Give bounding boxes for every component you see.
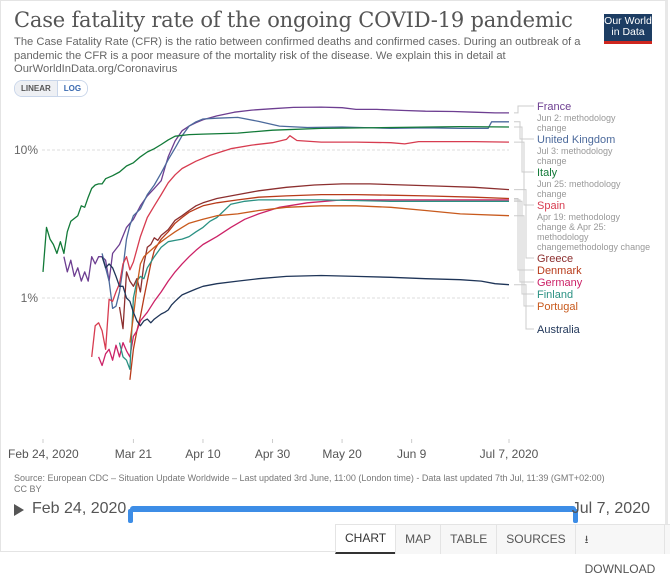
legend-label-denmark: Denmark xyxy=(537,265,582,277)
source-note: Source: European CDC – Situation Update … xyxy=(14,473,605,495)
logo-line1: Our World xyxy=(604,15,652,27)
legend-note: change & Apr 25: xyxy=(537,222,606,232)
legend-label-france: France xyxy=(537,101,571,113)
legend-label-portugal: Portugal xyxy=(537,301,578,313)
legend-connector xyxy=(514,199,534,283)
legend-note: change xyxy=(537,123,567,133)
legend-label-australia: Australia xyxy=(537,324,581,336)
y-axis: 1% 10% xyxy=(14,143,38,305)
tab-table[interactable]: TABLE xyxy=(440,525,497,554)
legend-note: change xyxy=(537,156,567,166)
legend-note: methodology xyxy=(537,232,589,242)
series-line-france xyxy=(63,106,509,282)
legend-label-germany: Germany xyxy=(537,277,583,289)
legend-connector xyxy=(514,121,534,140)
legend-connector xyxy=(514,198,534,271)
line-chart: 1% 10% Feb 24, 2020 Mar 21 Apr 10 Apr 30 May … xyxy=(8,101,650,461)
scale-toggle[interactable]: LINEAR LOG xyxy=(14,80,89,97)
legend-label-finland: Finland xyxy=(537,289,573,301)
legend-connector xyxy=(514,189,534,259)
legend-note: Jul 3: methodology xyxy=(537,146,613,156)
legend-connector xyxy=(514,126,534,173)
linear-scale-button[interactable]: LINEAR xyxy=(15,81,58,96)
x-tick-label: Jul 7, 2020 xyxy=(480,447,539,461)
legend-label-spain: Spain xyxy=(537,200,565,212)
x-axis: Feb 24, 2020 Mar 21 Apr 10 Apr 30 May 20 Jun … xyxy=(8,439,539,461)
legend-label-united-kingdom: United Kingdom xyxy=(537,134,615,146)
tab-map[interactable]: MAP xyxy=(395,525,441,554)
legend-connector xyxy=(514,200,534,295)
log-scale-button[interactable]: LOG xyxy=(57,81,88,96)
legend-note: change xyxy=(537,189,567,199)
legend-connector xyxy=(514,284,534,330)
bottom-tabs: CHART MAP TABLE SOURCES ⭳ DOWNLOAD < xyxy=(335,524,670,576)
play-icon[interactable] xyxy=(14,504,24,516)
series-lines xyxy=(42,106,510,380)
x-tick-label: Feb 24, 2020 xyxy=(8,447,79,461)
timeline-end-handle[interactable] xyxy=(573,509,578,523)
grid-lines xyxy=(42,149,509,299)
timeline-start-label: Feb 24, 2020 xyxy=(32,500,127,517)
download-icon: ⭳ xyxy=(584,534,589,546)
timeline: Feb 24, 2020 Jul 7, 2020 xyxy=(14,499,654,523)
legend-label-greece: Greece xyxy=(537,253,573,265)
x-tick-label: Mar 21 xyxy=(115,447,153,461)
tab-download[interactable]: ⭳ DOWNLOAD xyxy=(574,525,665,576)
source-text[interactable]: Source: European CDC – Situation Update … xyxy=(14,473,605,483)
legend-connector xyxy=(514,141,534,206)
license-text[interactable]: CC BY xyxy=(14,484,42,494)
series-line-finland xyxy=(118,199,509,370)
series-line-spain xyxy=(91,135,510,357)
series-line-greece xyxy=(118,183,510,330)
legend-note: changemethodology change xyxy=(537,242,650,252)
y-tick-label: 1% xyxy=(21,291,39,305)
timeline-slider-track[interactable] xyxy=(128,506,578,523)
series-line-germany xyxy=(97,199,509,367)
legend-note: Apr 19: methodology xyxy=(537,212,621,222)
chart-title: Case fatality rate of the ongoing COVID-… xyxy=(14,8,573,32)
tab-download-label: DOWNLOAD xyxy=(584,562,656,576)
timeline-start-handle[interactable] xyxy=(128,509,133,523)
series-line-portugal xyxy=(129,205,510,343)
legend-connector xyxy=(514,215,534,307)
legend-connector xyxy=(514,105,534,114)
series-line-denmark xyxy=(129,193,510,380)
owid-logo[interactable]: Our World in Data xyxy=(604,14,652,44)
series-line-italy xyxy=(42,125,510,272)
share-button[interactable]: < xyxy=(664,525,670,554)
legend-note: Jun 25: methodology xyxy=(537,179,621,189)
legend-connectors xyxy=(514,105,534,330)
x-tick-label: May 20 xyxy=(322,447,362,461)
x-tick-label: Apr 30 xyxy=(255,447,291,461)
series-line-australia xyxy=(101,256,510,327)
timeline-end-label: Jul 7, 2020 xyxy=(571,500,650,517)
logo-line2: in Data xyxy=(611,26,645,38)
x-tick-label: Jun 9 xyxy=(397,447,427,461)
tab-chart[interactable]: CHART xyxy=(335,525,396,554)
legend-label-italy: Italy xyxy=(537,167,558,179)
chart-subtitle: The Case Fatality Rate (CFR) is the rati… xyxy=(14,36,581,75)
chart-frame xyxy=(0,0,668,552)
tab-sources[interactable]: SOURCES xyxy=(496,525,575,554)
x-tick-label: Apr 10 xyxy=(185,447,221,461)
legend-note: Jun 2: methodology xyxy=(537,113,616,123)
y-tick-label: 10% xyxy=(14,143,38,157)
